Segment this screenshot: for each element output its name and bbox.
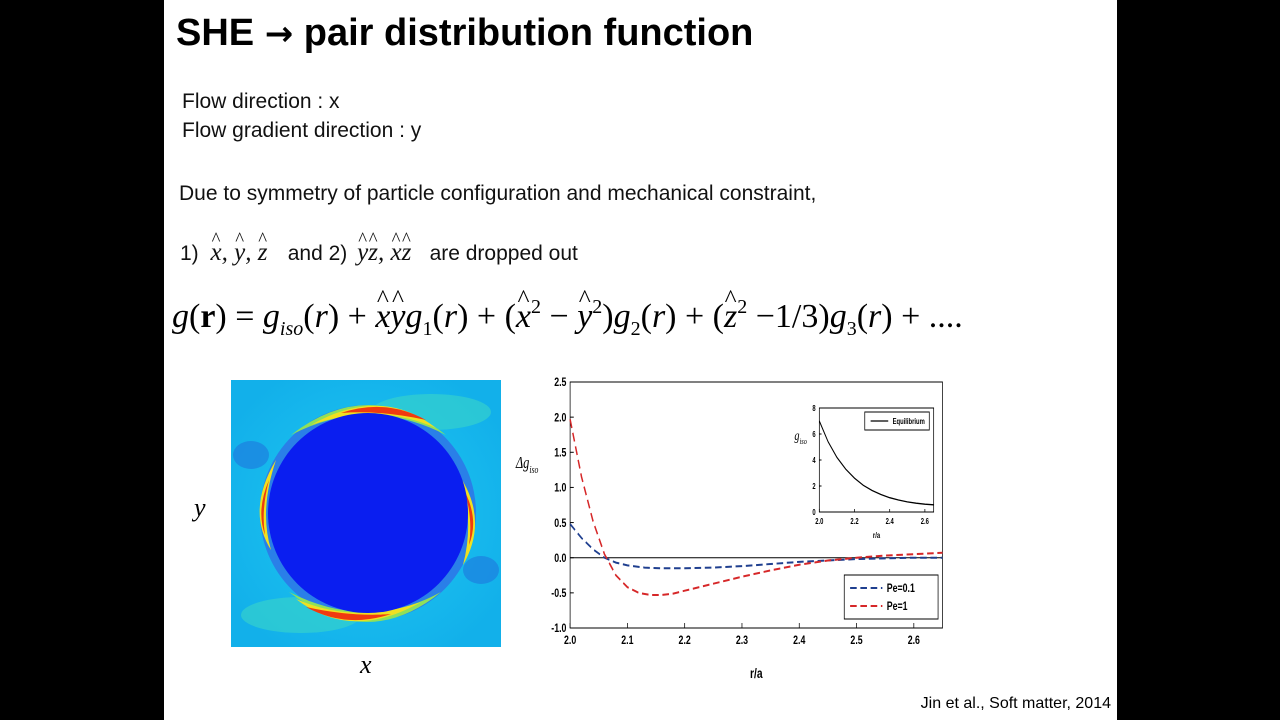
inset-series-0 [818,420,934,506]
inset-legend-box [864,411,930,431]
inset-y-tick-label: 0 [812,509,815,517]
arrow-icon: → [264,14,294,54]
slide: SHE → pair distribution function Flow di… [164,0,1117,720]
main-y-tick-label: 2.5 [554,376,566,390]
main-x-tick-label: 2.6 [908,634,920,648]
inset-y-tick-label: 8 [812,405,815,413]
flow-direction-text: Flow direction : x [182,90,340,113]
inset-y-tick-label: 2 [812,483,815,491]
main-x-tick-label: 2.3 [736,634,748,648]
main-x-tick-label: 2.2 [679,634,691,648]
dropped-prefix: 1) [180,242,199,265]
main-y-tick-label: 0.0 [554,552,566,566]
main-x-axis-label: r/a [750,665,763,681]
pair-distribution-equation: g(r) = giso(r) + xyg1(r) + (x2 − y2)g2(r… [172,296,963,341]
inset-x-tick-label: 2.6 [921,518,929,526]
main-series-0 [569,523,943,570]
pair-distribution-heatmap [231,380,501,647]
main-x-tick-label: 2.0 [564,634,576,648]
main-y-tick-label: -0.5 [551,587,566,601]
main-y-tick-label: 0.5 [554,517,566,531]
main-x-tick-label: 2.4 [793,634,805,648]
slide-title: SHE → pair distribution function [176,12,753,55]
dropped-middle: and 2) [287,242,348,265]
main-y-tick-label: 1.5 [554,446,566,460]
inset-y-axis-label: giso [794,427,807,446]
main-y-tick-label: 2.0 [554,411,566,425]
dropped-terms-line: 1) x, y, z and 2) yz, xz are dropped out [180,239,578,267]
inset-x-axis-label: r/a [873,532,880,540]
main-y-axis-label: Δgiso [515,454,539,475]
symmetry-text: Due to symmetry of particle configuratio… [179,182,817,205]
main-y-tick-label: -1.0 [551,622,566,636]
main-y-tick-label: 1.0 [554,481,566,495]
dropped-terms-1: x, y, z [211,239,274,266]
dropped-terms-2: yz, xz [357,239,417,266]
inset-chart-group: 2.0 2.2 2.4 2.6 0 2 4 6 8 r/a giso Equilibrium [794,405,935,540]
heatmap-x-label: x [360,650,372,679]
inset-y-tick-label: 6 [812,431,815,439]
main-legend-label: Pe=0.1 [887,582,915,596]
title-acronym: SHE [176,12,255,54]
main-legend-box [843,574,939,620]
inset-x-tick-label: 2.0 [815,518,823,526]
main-x-tick-label: 2.5 [850,634,862,648]
dropped-suffix: are dropped out [429,242,578,265]
main-legend-label: Pe=1 [887,600,908,614]
main-series-1 [569,419,943,596]
inset-legend-label: Equilibrium [893,418,925,426]
flow-gradient-text: Flow gradient direction : y [182,119,422,142]
citation: Jin et al., Soft matter, 2014 [920,695,1111,712]
heatmap-y-label: y [194,493,206,522]
main-x-tick-label: 2.1 [621,634,633,648]
inset-y-tick-label: 4 [812,457,815,465]
inset-x-tick-label: 2.4 [886,518,894,526]
inset-x-tick-label: 2.2 [850,518,858,526]
title-text: pair distribution function [303,12,754,54]
delta-g-iso-chart: 2.0 2.1 2.2 2.3 2.4 2.5 2.6 -1.0 -0.5 0.0 0.5 1.0 1.… [515,376,943,681]
